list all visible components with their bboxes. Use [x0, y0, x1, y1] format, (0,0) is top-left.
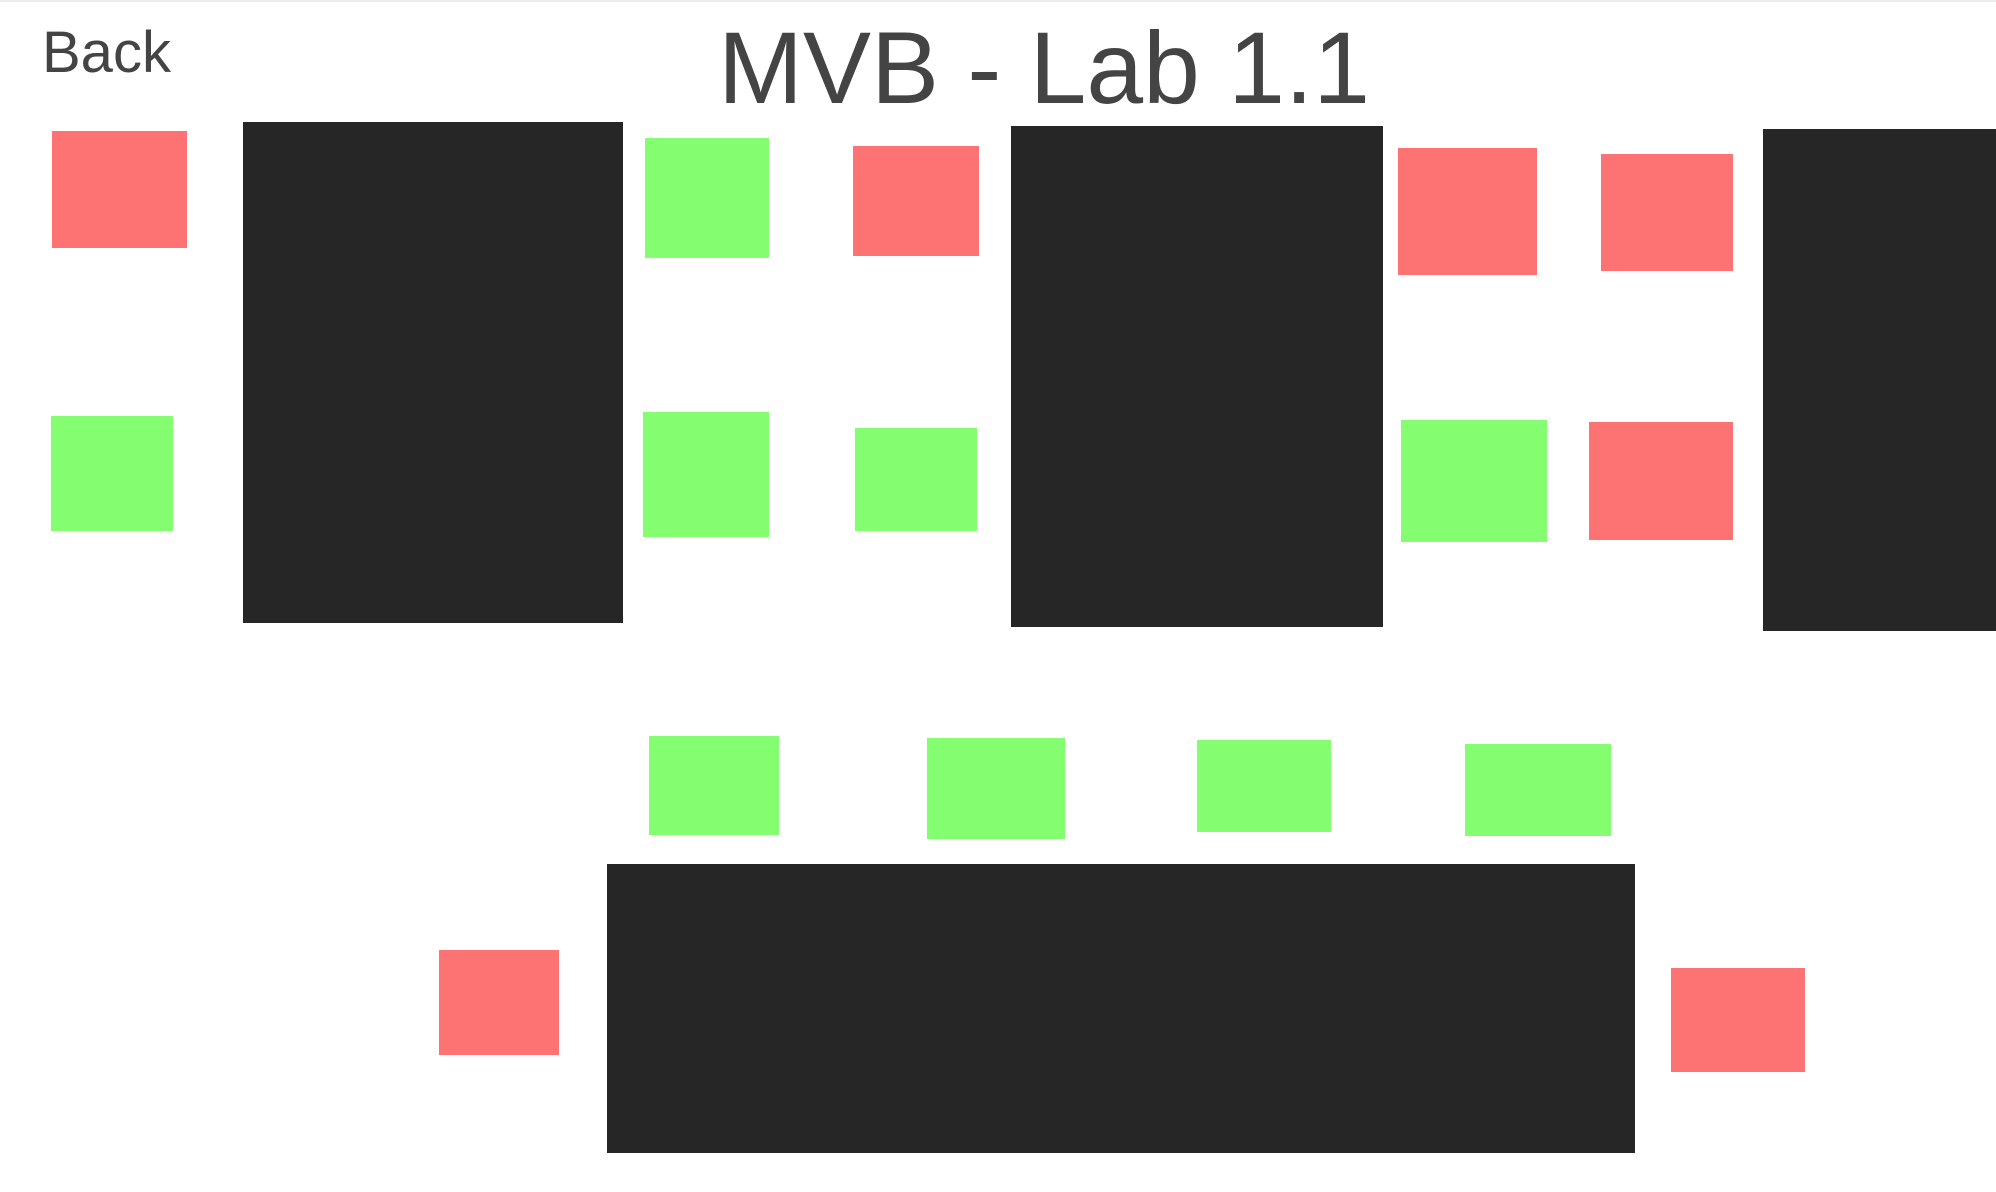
seat-available[interactable] [1401, 420, 1547, 542]
seat-occupied[interactable] [439, 950, 559, 1055]
seat-occupied[interactable] [52, 131, 187, 248]
seat-occupied[interactable] [853, 146, 979, 256]
table-1 [243, 122, 623, 623]
seat-occupied[interactable] [1398, 148, 1537, 275]
seat-available[interactable] [649, 736, 779, 835]
table-4 [607, 864, 1635, 1153]
seat-available[interactable] [855, 428, 977, 531]
seat-available[interactable] [645, 138, 769, 258]
seat-occupied[interactable] [1601, 154, 1733, 271]
seat-occupied[interactable] [1589, 422, 1733, 540]
seat-available[interactable] [1197, 740, 1331, 832]
seat-occupied[interactable] [1671, 968, 1805, 1072]
seat-available[interactable] [51, 416, 173, 531]
back-button[interactable]: Back [42, 20, 171, 85]
seat-available[interactable] [643, 412, 769, 537]
table-3 [1763, 129, 1996, 631]
seat-available[interactable] [927, 738, 1065, 839]
page-title: MVB - Lab 1.1 [718, 11, 1370, 125]
table-2 [1011, 126, 1383, 627]
seat-available[interactable] [1465, 744, 1611, 836]
top-divider [0, 0, 1996, 2]
